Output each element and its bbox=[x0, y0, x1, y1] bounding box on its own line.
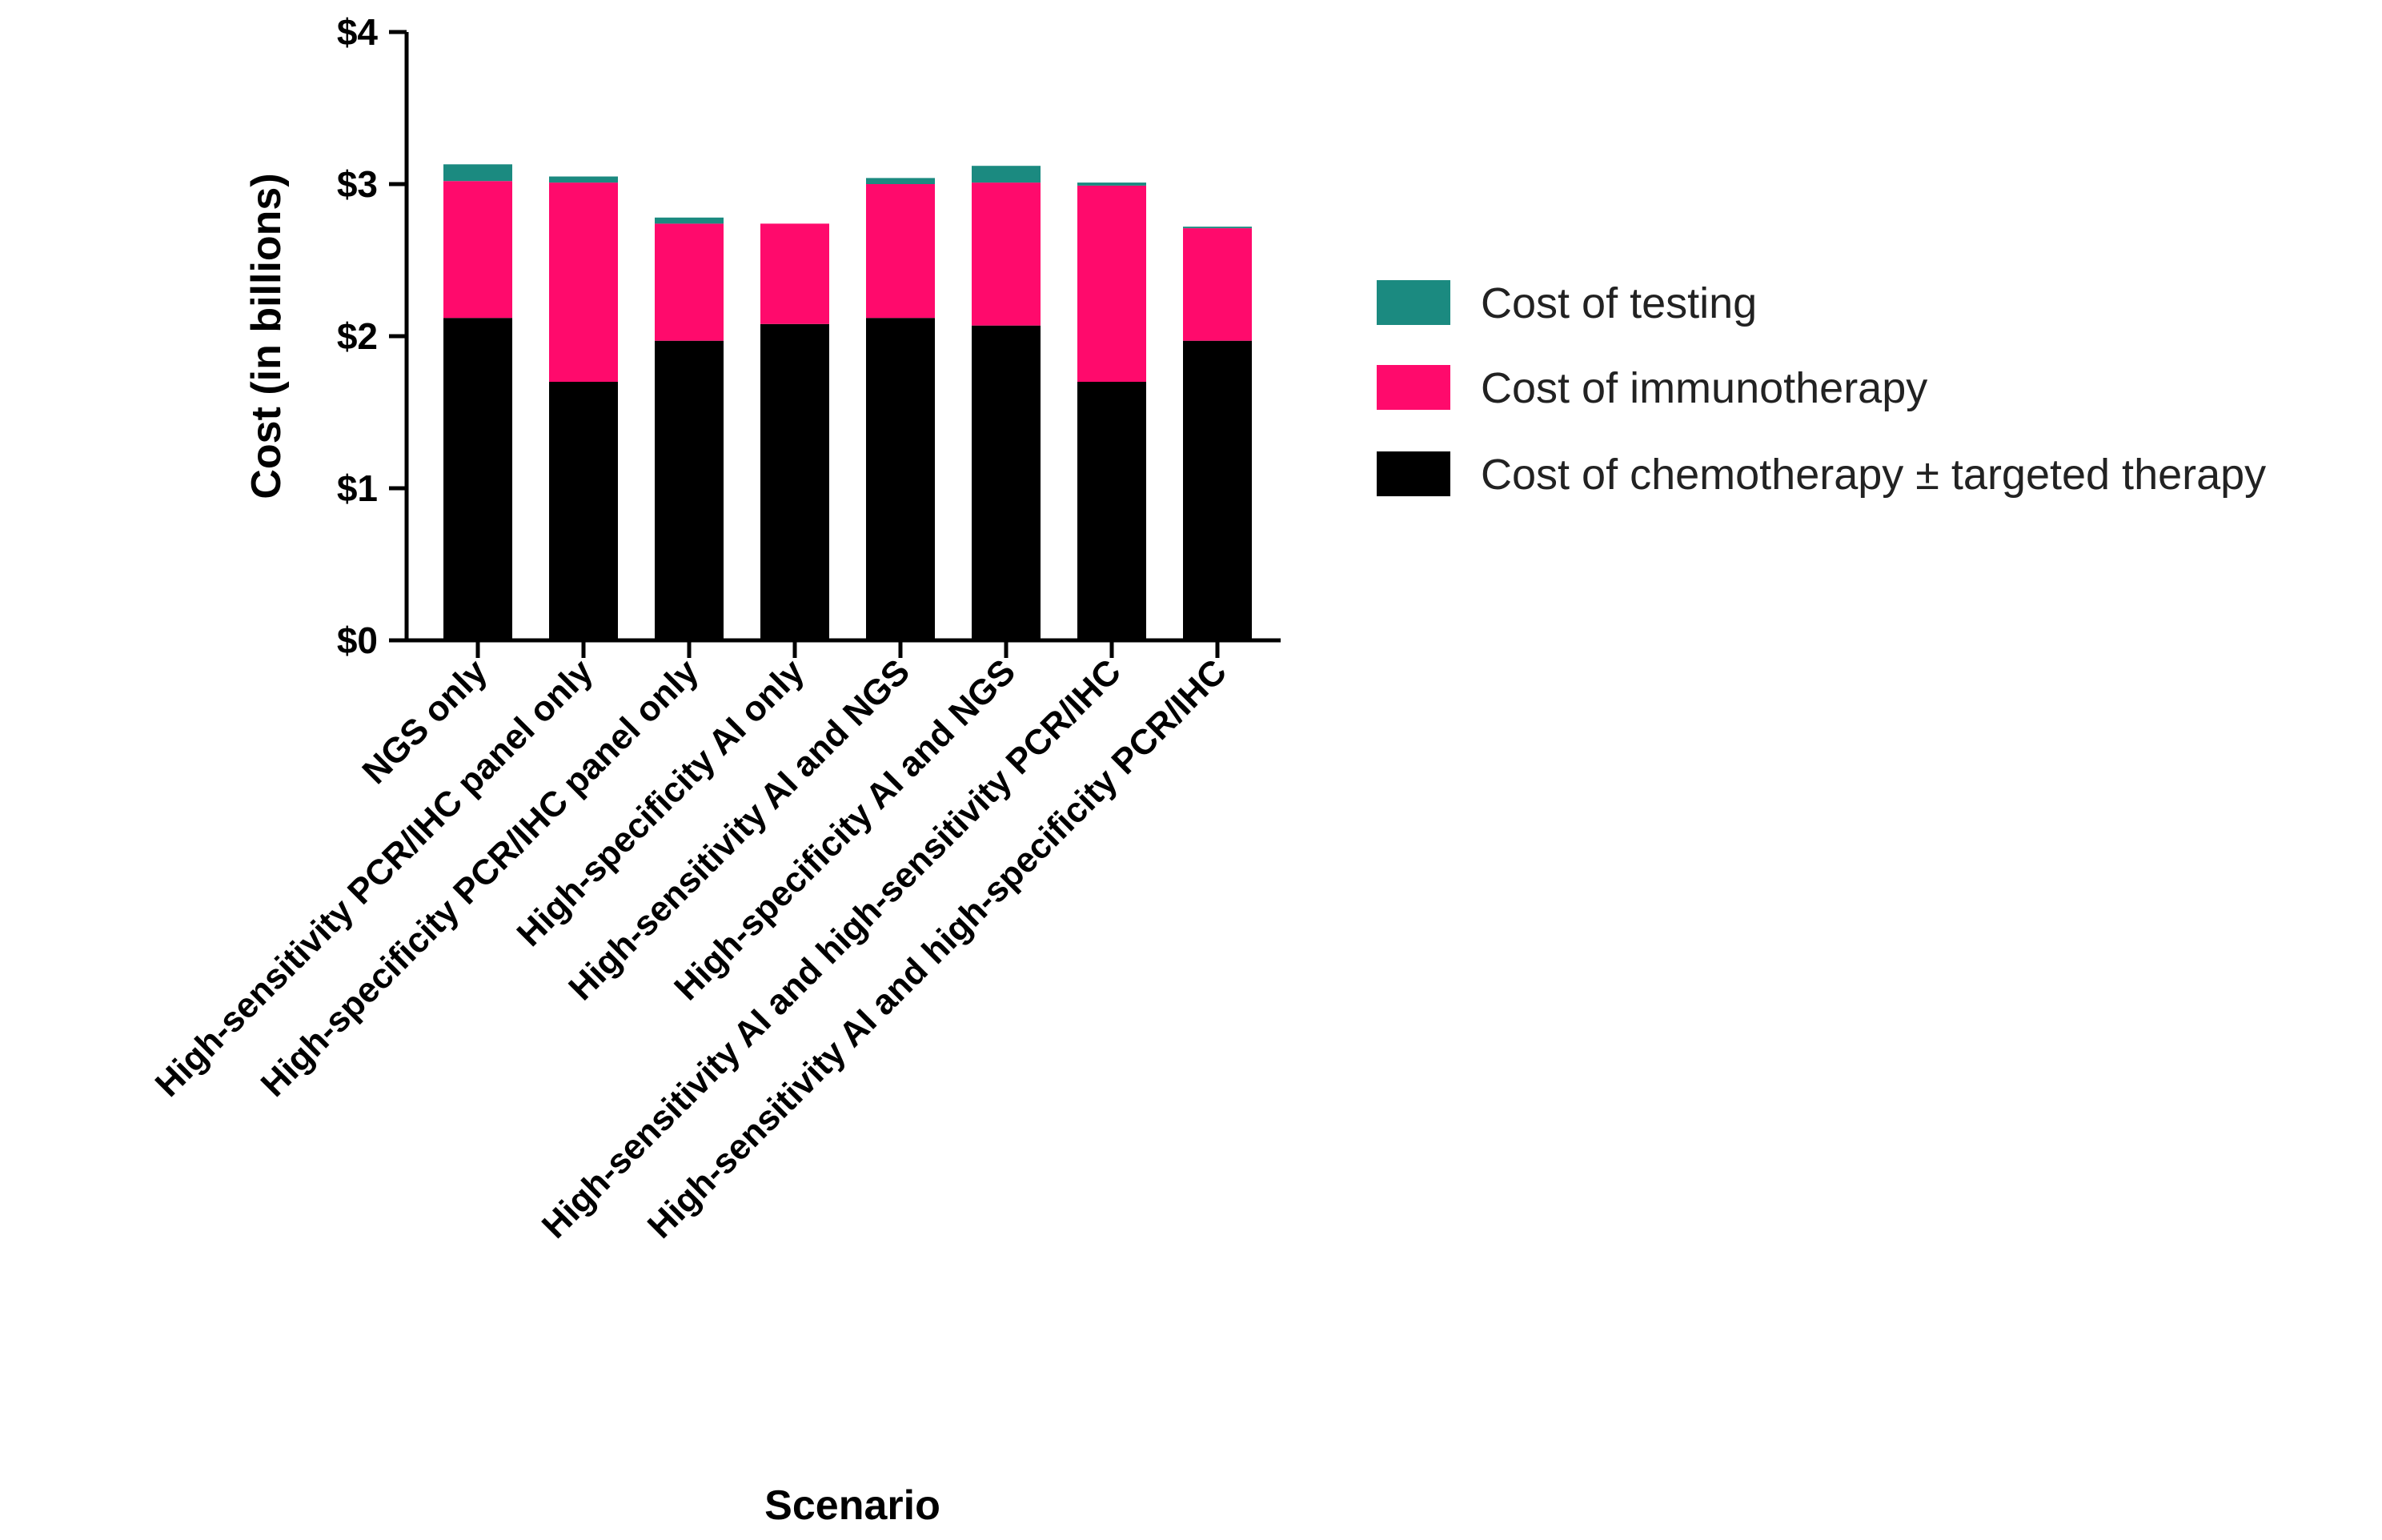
bar-segment-2-8 bbox=[1183, 228, 1252, 341]
y-tick-label: $2 bbox=[337, 315, 378, 357]
x-tick-label: High-sensitivity PCR/IHC panel only bbox=[148, 652, 601, 1105]
bar-segment-3-6 bbox=[972, 166, 1041, 183]
bar-segment-1-6 bbox=[972, 325, 1041, 640]
legend-swatch-1 bbox=[1377, 280, 1450, 325]
y-axis-title: Cost (in billions) bbox=[243, 173, 290, 499]
bar-segment-2-1 bbox=[443, 181, 512, 319]
y-tick-label: $0 bbox=[337, 620, 378, 661]
x-tick-label: High-specificity PCR/IHC panel only bbox=[254, 652, 707, 1105]
bar-segment-1-3 bbox=[655, 340, 724, 640]
bar-segment-2-5 bbox=[866, 184, 935, 319]
bar-segment-2-2 bbox=[549, 182, 618, 382]
bar-segment-1-5 bbox=[866, 318, 935, 640]
legend-label-3: Cost of chemotherapy ± targeted therapy bbox=[1481, 451, 2266, 499]
bar-segment-2-4 bbox=[760, 223, 829, 324]
bar-segment-1-1 bbox=[443, 318, 512, 640]
legend-label-1: Cost of testing bbox=[1481, 279, 1757, 327]
y-tick-label: $4 bbox=[337, 11, 379, 53]
legend-swatch-3 bbox=[1377, 451, 1450, 496]
bars-layer bbox=[443, 164, 1252, 640]
bar-segment-2-7 bbox=[1077, 185, 1146, 382]
axes-layer bbox=[389, 30, 1281, 658]
bar-segment-2-3 bbox=[655, 223, 724, 341]
bar-segment-3-1 bbox=[443, 164, 512, 182]
legend: Cost of testing Cost of immunotherapy Cost… bbox=[1377, 279, 2266, 499]
bar-segment-1-4 bbox=[760, 323, 829, 640]
legend-label-2: Cost of immunotherapy bbox=[1481, 364, 1927, 412]
bar-segment-2-6 bbox=[972, 182, 1041, 326]
bar-segment-3-5 bbox=[866, 178, 935, 184]
x-axis-title: Scenario bbox=[764, 1482, 940, 1529]
bar-segment-1-2 bbox=[549, 382, 618, 640]
bar-segment-3-8 bbox=[1183, 227, 1252, 229]
bar-segment-3-3 bbox=[655, 217, 724, 224]
y-tick-label: $1 bbox=[337, 467, 378, 509]
bar-segment-1-7 bbox=[1077, 382, 1146, 640]
bar-segment-3-7 bbox=[1077, 182, 1146, 186]
bar-segment-1-8 bbox=[1183, 340, 1252, 640]
legend-swatch-2 bbox=[1377, 365, 1450, 410]
y-tick-label: $3 bbox=[337, 163, 378, 205]
bar-segment-3-2 bbox=[549, 176, 618, 183]
